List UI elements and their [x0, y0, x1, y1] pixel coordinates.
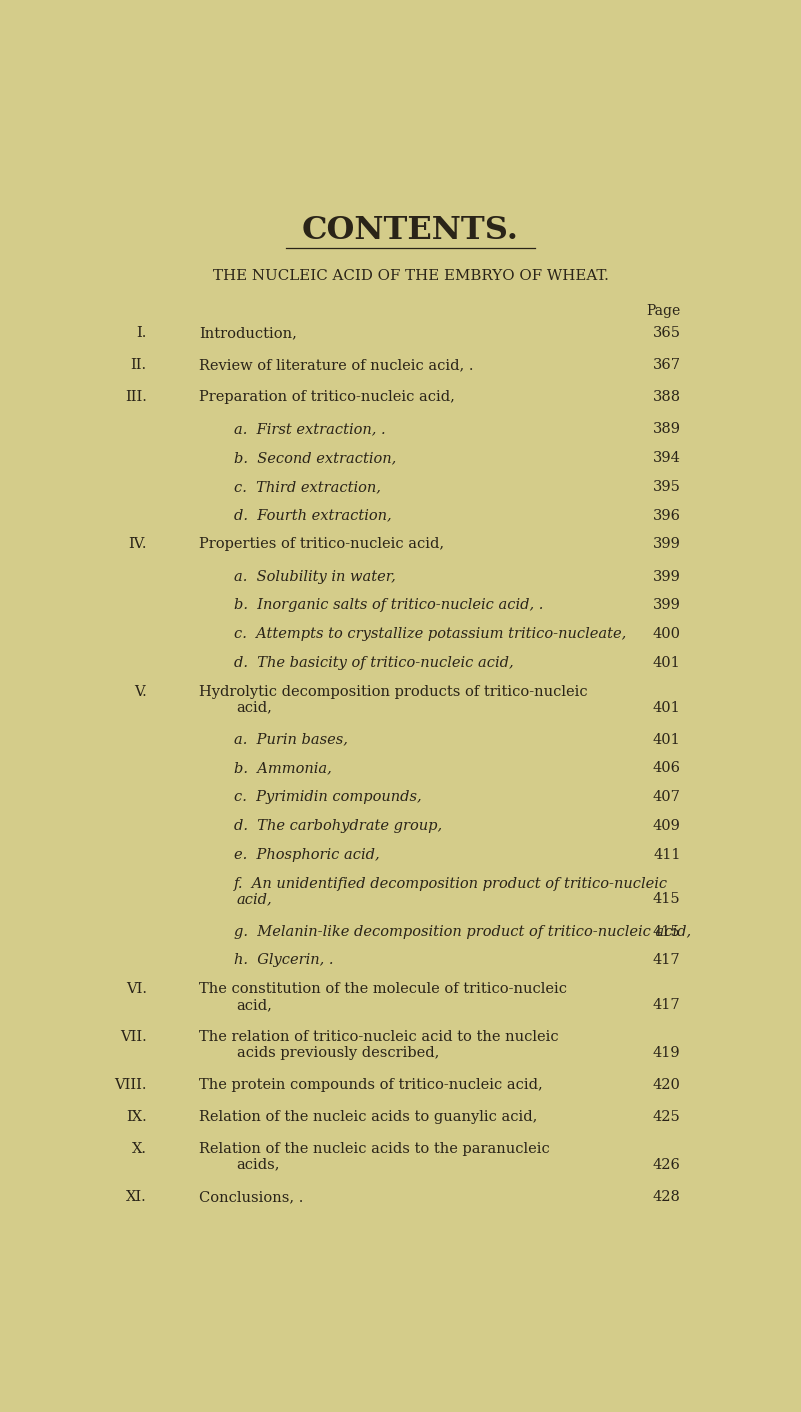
Text: c.  Attempts to crystallize potassium tritico-nucleate,: c. Attempts to crystallize potassium tri…	[234, 627, 626, 641]
Text: Review of literature of nucleic acid, .: Review of literature of nucleic acid, .	[199, 359, 474, 373]
Text: The protein compounds of tritico-nucleic acid,: The protein compounds of tritico-nucleic…	[199, 1077, 543, 1091]
Text: 415: 415	[653, 925, 681, 939]
Text: Page: Page	[646, 304, 681, 318]
Text: 417: 417	[653, 953, 681, 967]
Text: 394: 394	[653, 450, 681, 465]
Text: b.  Second extraction,: b. Second extraction,	[234, 450, 396, 465]
Text: 419: 419	[653, 1046, 681, 1060]
Text: 401: 401	[653, 700, 681, 714]
Text: f.  An unidentified decomposition product of tritico-nucleic: f. An unidentified decomposition product…	[234, 877, 668, 891]
Text: 396: 396	[653, 508, 681, 522]
Text: VIII.: VIII.	[115, 1077, 147, 1091]
Text: Hydrolytic decomposition products of tritico-nucleic: Hydrolytic decomposition products of tri…	[199, 685, 588, 699]
Text: acid,: acid,	[237, 892, 272, 907]
Text: The constitution of the molecule of tritico-nucleic: The constitution of the molecule of trit…	[199, 983, 567, 995]
Text: 399: 399	[653, 538, 681, 552]
Text: The relation of tritico-nucleic acid to the nucleic: The relation of tritico-nucleic acid to …	[199, 1029, 559, 1043]
Text: VI.: VI.	[126, 983, 147, 995]
Text: Introduction,: Introduction,	[199, 326, 297, 340]
Text: 420: 420	[653, 1077, 681, 1091]
Text: 401: 401	[653, 657, 681, 669]
Text: d.  The carbohydrate group,: d. The carbohydrate group,	[234, 819, 441, 833]
Text: c.  Third extraction,: c. Third extraction,	[234, 480, 380, 494]
Text: 415: 415	[653, 892, 681, 907]
Text: b.  Ammonia,: b. Ammonia,	[234, 761, 332, 775]
Text: CONTENTS.: CONTENTS.	[302, 215, 519, 246]
Text: 409: 409	[653, 819, 681, 833]
Text: acid,: acid,	[237, 700, 272, 714]
Text: e.  Phosphoric acid,: e. Phosphoric acid,	[234, 847, 379, 861]
Text: 400: 400	[653, 627, 681, 641]
Text: a.  First extraction, .: a. First extraction, .	[234, 422, 385, 436]
Text: 399: 399	[653, 569, 681, 583]
Text: 401: 401	[653, 733, 681, 747]
Text: III.: III.	[125, 390, 147, 404]
Text: d.  The basicity of tritico-nucleic acid,: d. The basicity of tritico-nucleic acid,	[234, 657, 513, 669]
Text: a.  Purin bases,: a. Purin bases,	[234, 733, 348, 747]
Text: h.  Glycerin, .: h. Glycerin, .	[234, 953, 333, 967]
Text: 425: 425	[653, 1110, 681, 1124]
Text: acids previously described,: acids previously described,	[237, 1046, 439, 1060]
Text: II.: II.	[131, 359, 147, 373]
Text: VII.: VII.	[120, 1029, 147, 1043]
Text: X.: X.	[131, 1142, 147, 1156]
Text: b.  Inorganic salts of tritico-nucleic acid, .: b. Inorganic salts of tritico-nucleic ac…	[234, 599, 543, 613]
Text: Preparation of tritico-nucleic acid,: Preparation of tritico-nucleic acid,	[199, 390, 455, 404]
Text: 395: 395	[653, 480, 681, 494]
Text: 407: 407	[653, 791, 681, 805]
Text: Conclusions, .: Conclusions, .	[199, 1190, 304, 1204]
Text: 389: 389	[653, 422, 681, 436]
Text: IX.: IX.	[126, 1110, 147, 1124]
Text: d.  Fourth extraction,: d. Fourth extraction,	[234, 508, 391, 522]
Text: a.  Solubility in water,: a. Solubility in water,	[234, 569, 396, 583]
Text: acids,: acids,	[237, 1158, 280, 1172]
Text: 428: 428	[653, 1190, 681, 1204]
Text: Relation of the nucleic acids to the paranucleic: Relation of the nucleic acids to the par…	[199, 1142, 550, 1156]
Text: 399: 399	[653, 599, 681, 613]
Text: I.: I.	[136, 326, 147, 340]
Text: 367: 367	[653, 359, 681, 373]
Text: V.: V.	[134, 685, 147, 699]
Text: acid,: acid,	[237, 998, 272, 1012]
Text: 426: 426	[653, 1158, 681, 1172]
Text: Relation of the nucleic acids to guanylic acid,: Relation of the nucleic acids to guanyli…	[199, 1110, 537, 1124]
Text: 417: 417	[653, 998, 681, 1012]
Text: THE NUCLEIC ACID OF THE EMBRYO OF WHEAT.: THE NUCLEIC ACID OF THE EMBRYO OF WHEAT.	[212, 270, 609, 284]
Text: XI.: XI.	[126, 1190, 147, 1204]
Text: c.  Pyrimidin compounds,: c. Pyrimidin compounds,	[234, 791, 421, 805]
Text: Properties of tritico-nucleic acid,: Properties of tritico-nucleic acid,	[199, 538, 445, 552]
Text: 406: 406	[653, 761, 681, 775]
Text: 411: 411	[653, 847, 681, 861]
Text: g.  Melanin-like decomposition product of tritico-nucleic acid,: g. Melanin-like decomposition product of…	[234, 925, 690, 939]
Text: IV.: IV.	[128, 538, 147, 552]
Text: 388: 388	[653, 390, 681, 404]
Text: 365: 365	[653, 326, 681, 340]
